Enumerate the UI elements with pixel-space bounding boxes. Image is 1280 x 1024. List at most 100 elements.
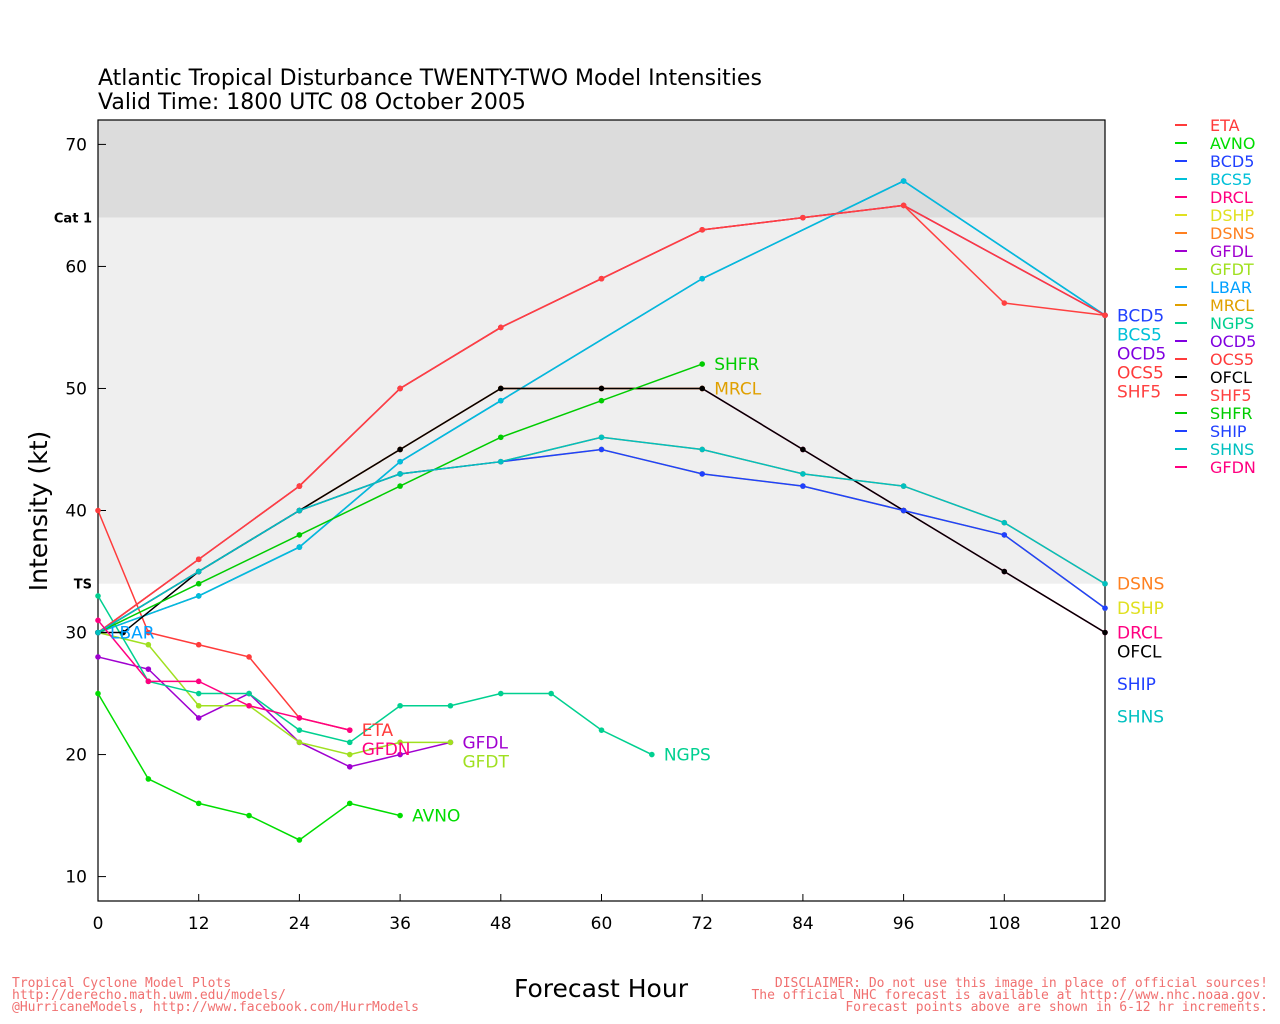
data-point-ngps [447,702,454,709]
legend-swatch [1175,286,1187,288]
data-point-gfdt [397,739,403,746]
data-point-ngps [346,739,353,746]
legend-swatch [1175,340,1187,342]
data-point-shns [498,458,504,465]
y-tick-label: 10 [65,868,87,888]
x-tick-label: 24 [289,914,311,934]
legend-label: AVNO [1210,134,1256,153]
data-point-shfr [598,397,605,404]
data-point-shns [1001,519,1008,526]
series-end-label: GFDN [362,740,411,760]
x-tick-label: 60 [591,914,613,934]
data-point-shfr [195,580,202,587]
y-tick-label: 20 [65,746,87,766]
chart-subtitle: Valid Time: 1800 UTC 08 October 2005 [98,90,526,115]
data-point-bcs5 [498,397,504,404]
disclaimer-line: Forecast points above are shown in 6-12 … [845,1000,1268,1015]
legend-swatch [1175,394,1187,396]
legend-swatch [1175,358,1187,360]
data-point-gfdn [195,678,202,685]
x-tick-label: 48 [490,914,512,934]
x-tick-label: 0 [93,914,104,934]
data-point-shf5 [699,227,705,233]
data-point-gfdl [346,763,353,770]
legend-label: SHF5 [1210,386,1252,405]
series-line-ngps [97,595,653,756]
data-point-ofcl [1102,629,1108,636]
data-point-avno [397,812,403,819]
series-end-label: OCD5 [1117,344,1166,364]
series-end-label: MRCL [714,379,762,399]
data-point-shns [1102,580,1108,587]
data-point-gfdt [447,739,454,746]
data-point-bcs5 [296,544,303,550]
series-end-label: SHIP [1117,675,1156,695]
legend-swatch [1175,142,1187,144]
series-end-label: NGPS [664,746,711,766]
data-point-ngps [649,751,655,758]
legend-label: LBAR [1210,278,1252,297]
series-line-gfdl [97,656,451,768]
data-point-shns [598,434,605,441]
series-line-gfdn [97,619,350,731]
data-point-shfr [699,361,705,367]
data-point-shf5 [397,385,403,392]
data-point-eta [195,641,202,648]
data-point-ship [598,446,605,453]
data-point-shfr [397,483,403,489]
series-line-gfdt [97,631,451,756]
data-point-gfdn [296,715,303,721]
data-point-gfdn [95,617,101,624]
y-axis-label: Intensity (kt) [24,431,53,592]
series-end-label: AVNO [412,807,460,827]
data-point-ofcl [699,385,705,392]
data-point-avno [296,837,303,843]
band-label: TS [74,578,92,593]
data-point-gfdt [145,641,152,648]
x-tick-label: 108 [988,914,1020,934]
series-line-bcs5 [97,180,1106,634]
series-end-label: ETA [362,721,394,741]
data-point-ofcl [120,629,126,636]
data-point-ngps [95,593,101,599]
legend-label: SHIP [1210,422,1247,441]
data-point-shfr [296,532,303,538]
data-point-ship [699,471,705,477]
x-tick-label: 96 [893,914,915,934]
data-point-avno [346,800,353,807]
data-point-ofcl [800,446,806,453]
data-point-shf5 [598,275,605,282]
data-point-ngps [548,690,554,697]
y-tick-label: 60 [65,257,87,277]
band-label: Cat 1 [54,212,92,227]
x-tick-label: 72 [691,914,713,934]
legend-swatch [1175,160,1187,162]
legend-swatch [1175,412,1187,414]
legend-label: OFCL [1210,368,1252,387]
data-point-ngps [397,702,403,709]
legend-swatch [1175,232,1187,234]
series-end-label: BCS5 [1117,325,1162,345]
x-tick-label: 36 [389,914,411,934]
data-point-shf5 [195,556,202,563]
legend-swatch [1175,430,1187,432]
data-point-shns [195,568,202,575]
x-tick-label: 12 [188,914,210,934]
legend-swatch [1175,322,1187,324]
legend-label: OCS5 [1210,350,1255,369]
data-point-ofcl [397,446,403,453]
data-point-avno [145,776,152,782]
data-point-shns [397,471,403,477]
legend-swatch [1175,124,1187,126]
y-tick-label: 50 [65,379,87,399]
legend-label: GFDN [1210,458,1256,477]
legend-swatch [1175,214,1187,216]
data-point-ngps [246,690,252,697]
data-point-bcs5 [900,178,907,184]
data-point-avno [95,690,101,697]
data-point-shf5 [1001,300,1008,306]
data-point-gfdn [145,678,152,685]
disclaimer-line: The official NHC forecast is available a… [751,988,1268,1003]
data-point-shns [296,507,303,514]
legend-swatch [1175,376,1187,378]
